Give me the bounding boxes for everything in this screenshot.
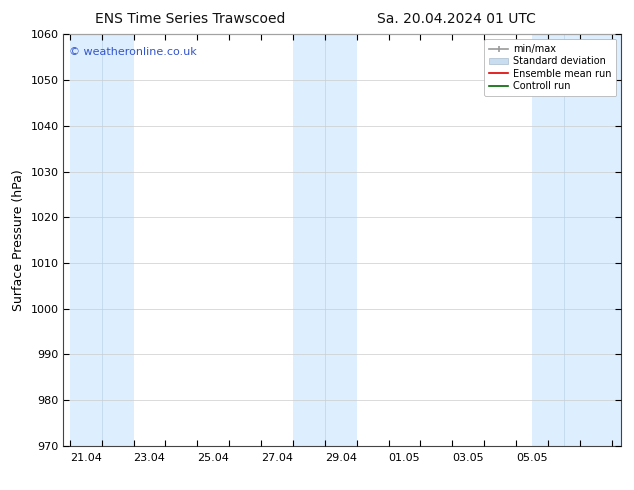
Legend: min/max, Standard deviation, Ensemble mean run, Controll run: min/max, Standard deviation, Ensemble me… bbox=[484, 39, 616, 96]
Bar bbox=[293, 34, 357, 446]
Text: 29.04: 29.04 bbox=[325, 453, 357, 463]
Text: 03.05: 03.05 bbox=[453, 453, 484, 463]
Text: Sa. 20.04.2024 01 UTC: Sa. 20.04.2024 01 UTC bbox=[377, 12, 536, 26]
Text: © weatheronline.co.uk: © weatheronline.co.uk bbox=[69, 47, 197, 57]
Text: 21.04: 21.04 bbox=[70, 453, 101, 463]
Text: 05.05: 05.05 bbox=[516, 453, 548, 463]
Text: ENS Time Series Trawscoed: ENS Time Series Trawscoed bbox=[95, 12, 285, 26]
Bar bbox=[532, 34, 628, 446]
Text: 23.04: 23.04 bbox=[134, 453, 165, 463]
Text: 27.04: 27.04 bbox=[261, 453, 293, 463]
Text: 25.04: 25.04 bbox=[197, 453, 229, 463]
Y-axis label: Surface Pressure (hPa): Surface Pressure (hPa) bbox=[12, 169, 25, 311]
Text: 01.05: 01.05 bbox=[389, 453, 420, 463]
Bar bbox=[70, 34, 134, 446]
